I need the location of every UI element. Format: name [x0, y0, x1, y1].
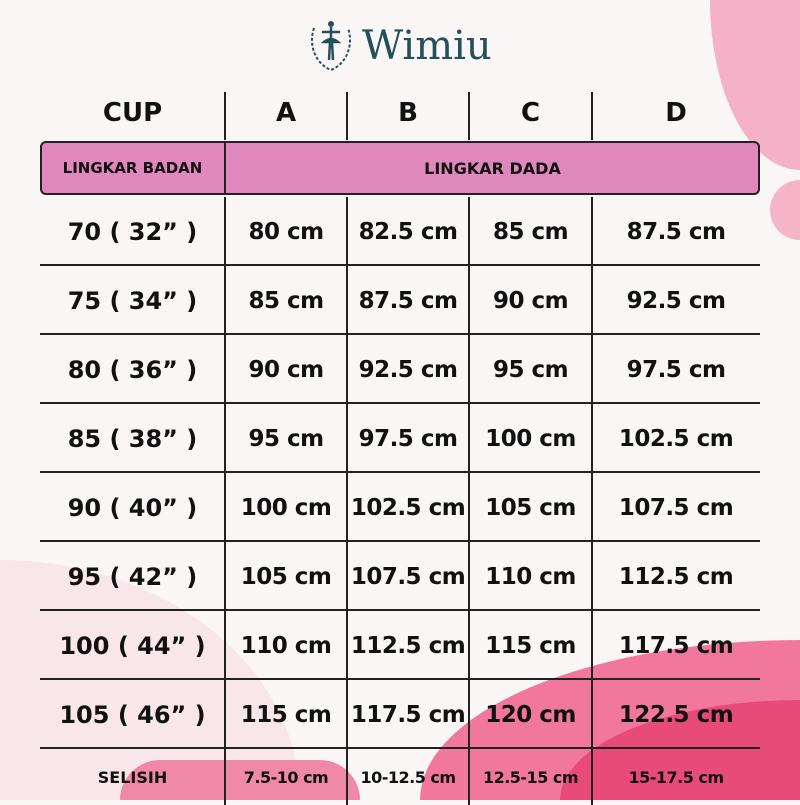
row-size-label: 95 ( 42” ) [67, 562, 198, 591]
table-cell: 85 cm [492, 218, 569, 245]
column-divider [346, 197, 348, 805]
brand-name: Wimiu [362, 23, 492, 69]
row-divider [40, 609, 760, 611]
table-cell: 102.5 cm [618, 425, 734, 452]
table-cell: 102.5 cm [350, 494, 466, 521]
row-divider [40, 402, 760, 404]
ballerina-wreath-icon [311, 21, 351, 72]
cup-c-header: C [520, 98, 541, 128]
row-size-label: 90 ( 40” ) [67, 493, 198, 522]
table-cell: 100 cm [485, 425, 576, 452]
table-cell: 115 cm [485, 632, 576, 659]
table-cell: 112.5 cm [350, 632, 466, 659]
column-divider [591, 197, 593, 805]
column-divider [591, 92, 593, 140]
table-cell: 100 cm [240, 494, 332, 521]
subheader-band [40, 141, 760, 195]
table-cell: 105 cm [485, 494, 576, 521]
background-shape [770, 180, 800, 240]
table-cell: 120 cm [485, 701, 576, 728]
brand-logo: Wimiu [306, 16, 492, 76]
table-cell: 117.5 cm [618, 632, 734, 659]
row-divider [40, 471, 760, 473]
difference-cell: 15-17.5 cm [628, 767, 724, 787]
column-divider [224, 92, 226, 140]
table-cell: 80 cm [248, 218, 324, 245]
background-shape [120, 760, 360, 800]
column-divider [346, 92, 348, 140]
table-cell: 115 cm [240, 701, 332, 728]
column-divider [468, 197, 470, 805]
table-cell: 112.5 cm [618, 563, 734, 590]
table-cell: 92.5 cm [358, 356, 458, 383]
row-size-label: 85 ( 38” ) [67, 424, 198, 453]
table-cell: 95 cm [248, 425, 324, 452]
table-cell: 82.5 cm [358, 218, 458, 245]
table-cell: 90 cm [248, 356, 324, 383]
table-cell: 105 cm [240, 563, 332, 590]
table-cell: 87.5 cm [626, 218, 726, 245]
difference-label: SELISIH [97, 767, 168, 787]
row-divider [40, 747, 760, 749]
row-size-label: 105 ( 46” ) [59, 700, 206, 729]
cup-header: CUP [102, 98, 163, 128]
table-cell: 85 cm [248, 287, 324, 314]
row-size-label: 80 ( 36” ) [67, 355, 198, 384]
row-size-label: 75 ( 34” ) [67, 286, 198, 315]
table-cell: 110 cm [485, 563, 576, 590]
row-size-label: 70 ( 32” ) [67, 217, 198, 246]
row-divider [40, 540, 760, 542]
subheader-right: LINGKAR DADA [424, 158, 561, 178]
difference-cell: 10-12.5 cm [360, 767, 456, 787]
table-cell: 107.5 cm [350, 563, 466, 590]
table-cell: 107.5 cm [618, 494, 734, 521]
table-cell: 110 cm [240, 632, 332, 659]
table-cell: 97.5 cm [358, 425, 458, 452]
table-cell: 92.5 cm [626, 287, 726, 314]
row-divider [40, 333, 760, 335]
table-cell: 87.5 cm [358, 287, 458, 314]
table-cell: 122.5 cm [618, 701, 734, 728]
column-divider [224, 197, 226, 805]
difference-cell: 12.5-15 cm [482, 767, 579, 787]
cup-a-header: A [275, 98, 297, 128]
difference-cell: 7.5-10 cm [243, 767, 329, 787]
column-divider [468, 92, 470, 140]
cup-b-header: B [398, 98, 418, 128]
row-size-label: 100 ( 44” ) [59, 631, 206, 660]
row-divider [40, 678, 760, 680]
row-divider [40, 264, 760, 266]
table-cell: 90 cm [492, 287, 569, 314]
table-cell: 97.5 cm [626, 356, 726, 383]
table-cell: 95 cm [492, 356, 569, 383]
cup-d-header: D [665, 98, 687, 128]
table-cell: 117.5 cm [350, 701, 466, 728]
column-divider [224, 141, 226, 195]
subheader-left: LINGKAR BADAN [62, 158, 203, 177]
